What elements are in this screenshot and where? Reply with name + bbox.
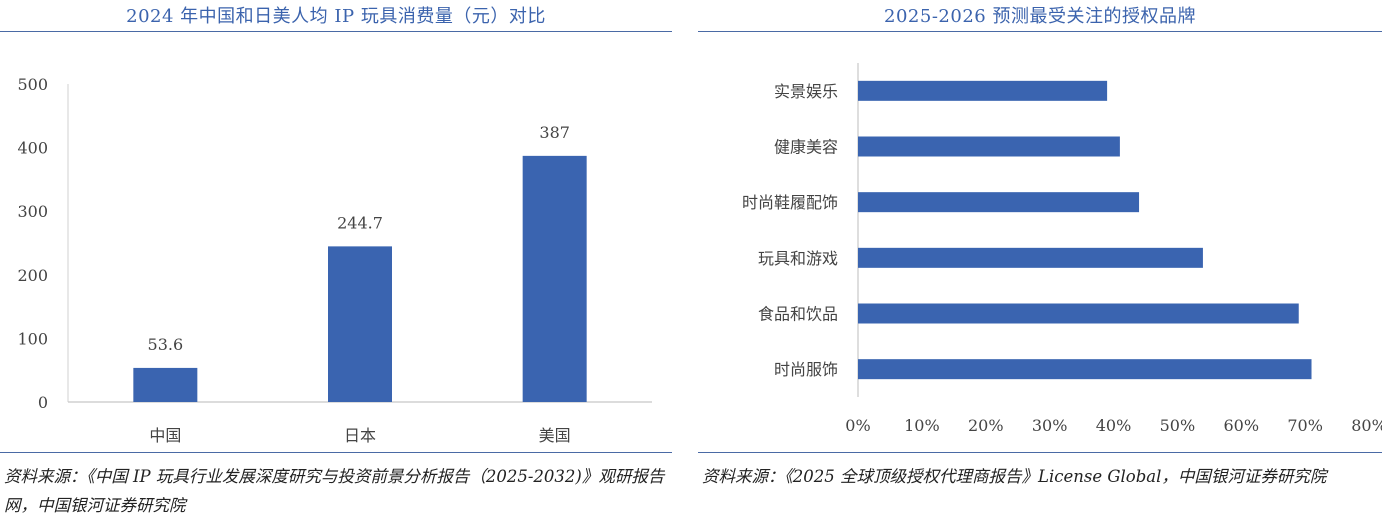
bar xyxy=(858,192,1140,213)
bar-chart-svg: 0 100 200 300 400 500 53.6 中国 244.7 日本 387 美国 xyxy=(17,75,652,445)
x-tick-label: 中国 xyxy=(149,426,181,445)
y-tick-label: 时尚服饰 xyxy=(774,360,838,379)
x-tick-label: 10% xyxy=(904,416,940,435)
data-label: 244.7 xyxy=(337,213,383,232)
data-label: 387 xyxy=(539,123,570,142)
bar xyxy=(133,367,198,402)
horizontal-bar-chart-svg: 0% 10% 20% 30% 40% 50% 60% 70% 80% 实景娱乐健康美容时尚鞋履配饰… xyxy=(742,63,1382,435)
y-tick-label: 200 xyxy=(17,266,48,285)
source-divider xyxy=(698,452,1382,453)
y-tick-label: 时尚鞋履配饰 xyxy=(742,193,838,212)
x-tick-label: 80% xyxy=(1351,416,1382,435)
y-tick-label: 健康美容 xyxy=(774,138,838,157)
bar xyxy=(328,246,392,402)
data-label: 53.6 xyxy=(148,335,184,354)
bar xyxy=(858,247,1203,268)
source-note: 资料来源：《中国 IP 玩具行业发展深度研究与投资前景分析报告（2025-203… xyxy=(4,467,665,515)
y-tick-label: 400 xyxy=(17,139,48,158)
x-tick-label: 日本 xyxy=(344,426,376,445)
bar xyxy=(522,155,587,402)
x-tick-label: 20% xyxy=(968,416,1004,435)
y-tick-label: 玩具和游戏 xyxy=(758,249,838,268)
x-tick-label: 60% xyxy=(1223,416,1259,435)
y-tick-label: 100 xyxy=(17,329,48,348)
x-tick-label: 美国 xyxy=(539,426,571,445)
title-divider xyxy=(698,31,1382,32)
y-tick-label: 0 xyxy=(38,393,48,412)
y-tick-label: 食品和饮品 xyxy=(758,305,838,324)
x-tick-label: 30% xyxy=(1032,416,1068,435)
x-tick-label: 50% xyxy=(1160,416,1196,435)
y-tick-label: 实景娱乐 xyxy=(774,82,838,101)
chart-title: 2024 年中国和日美人均 IP 玩具消费量（元）对比 xyxy=(126,6,546,27)
bar xyxy=(858,359,1312,380)
chart-title: 2025-2026 预测最受关注的授权品牌 xyxy=(884,6,1196,27)
y-tick-label: 300 xyxy=(17,202,48,221)
source-divider xyxy=(0,452,672,453)
bar xyxy=(858,136,1120,157)
x-tick-label: 70% xyxy=(1287,416,1323,435)
chart-panel-ip-toy-consumption: 2024 年中国和日美人均 IP 玩具消费量（元）对比 0 100 200 300 40… xyxy=(0,0,672,524)
bar xyxy=(858,303,1299,324)
title-divider xyxy=(0,31,672,32)
bar xyxy=(858,80,1108,101)
y-tick-label: 500 xyxy=(17,75,48,94)
x-tick-label: 40% xyxy=(1096,416,1132,435)
source-note: 资料来源：《2025 全球顶级授权代理商报告》License Global，中国… xyxy=(702,467,1327,486)
x-tick-label: 0% xyxy=(845,416,870,435)
chart-panel-licensed-brands: 2025-2026 预测最受关注的授权品牌 0% 10% 20% 30% 40% 50% 6… xyxy=(698,0,1382,524)
